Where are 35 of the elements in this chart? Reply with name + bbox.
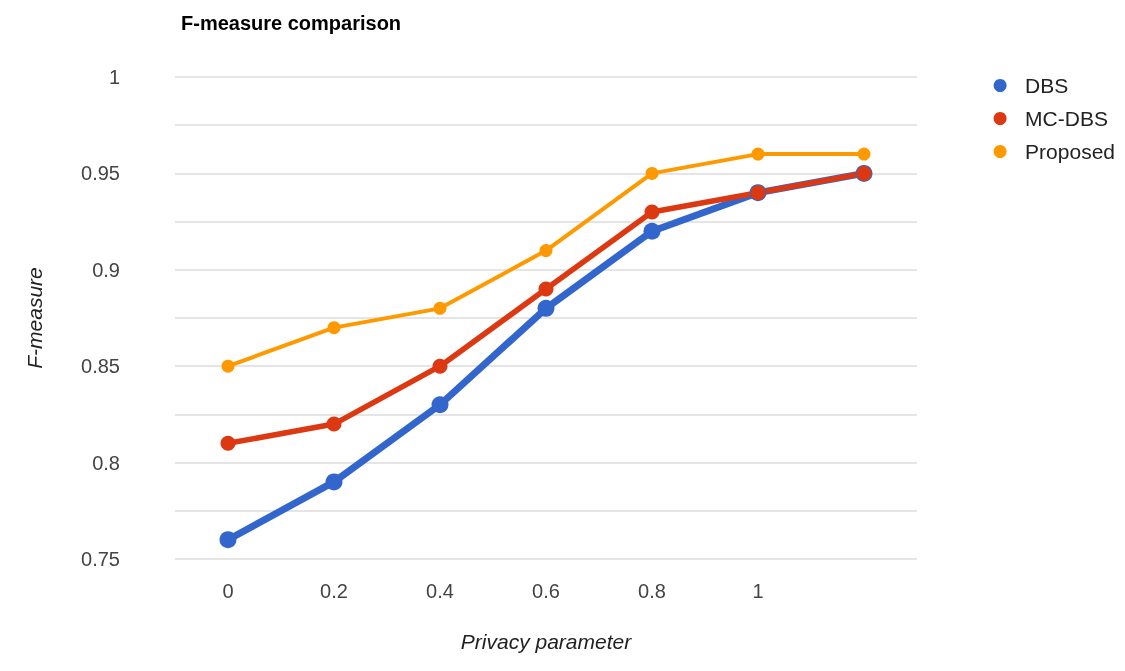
y-axis-title: F-measure [23,267,46,369]
y-tick-label: 0.85 [81,355,120,378]
legend-label: MC-DBS [1025,107,1108,130]
point [220,435,236,451]
point [644,204,660,220]
x-tick-label: 0.6 [532,580,560,602]
y-tick-label: 0.9 [92,258,120,281]
point [431,396,449,414]
chart-title: F-measure comparison [181,12,402,34]
point [219,531,237,549]
point [857,147,871,161]
x-tick-label: 0.8 [638,580,666,602]
y-tick-label: 0.95 [81,162,120,185]
point [221,359,235,373]
point [537,299,555,317]
y-tick-label: 0.75 [81,548,120,570]
legend-label: Proposed [1025,140,1116,163]
x-tick-label: 1 [752,580,764,602]
point [326,416,342,432]
point [645,166,659,180]
point [538,281,554,297]
point [539,244,553,258]
y-tick-label: 1 [108,66,120,88]
y-tick-label: 0.8 [92,451,120,474]
legend-label: DBS [1025,74,1069,97]
x-tick-label: 0.2 [320,580,348,602]
x-axis-title: Privacy parameter [460,630,633,653]
point [327,321,341,335]
x-tick-label: 0.4 [426,580,454,602]
point [432,358,448,374]
x-tick-label: 0 [222,580,234,602]
point [325,473,343,491]
point [751,147,765,161]
point [643,222,661,240]
point [433,301,447,315]
